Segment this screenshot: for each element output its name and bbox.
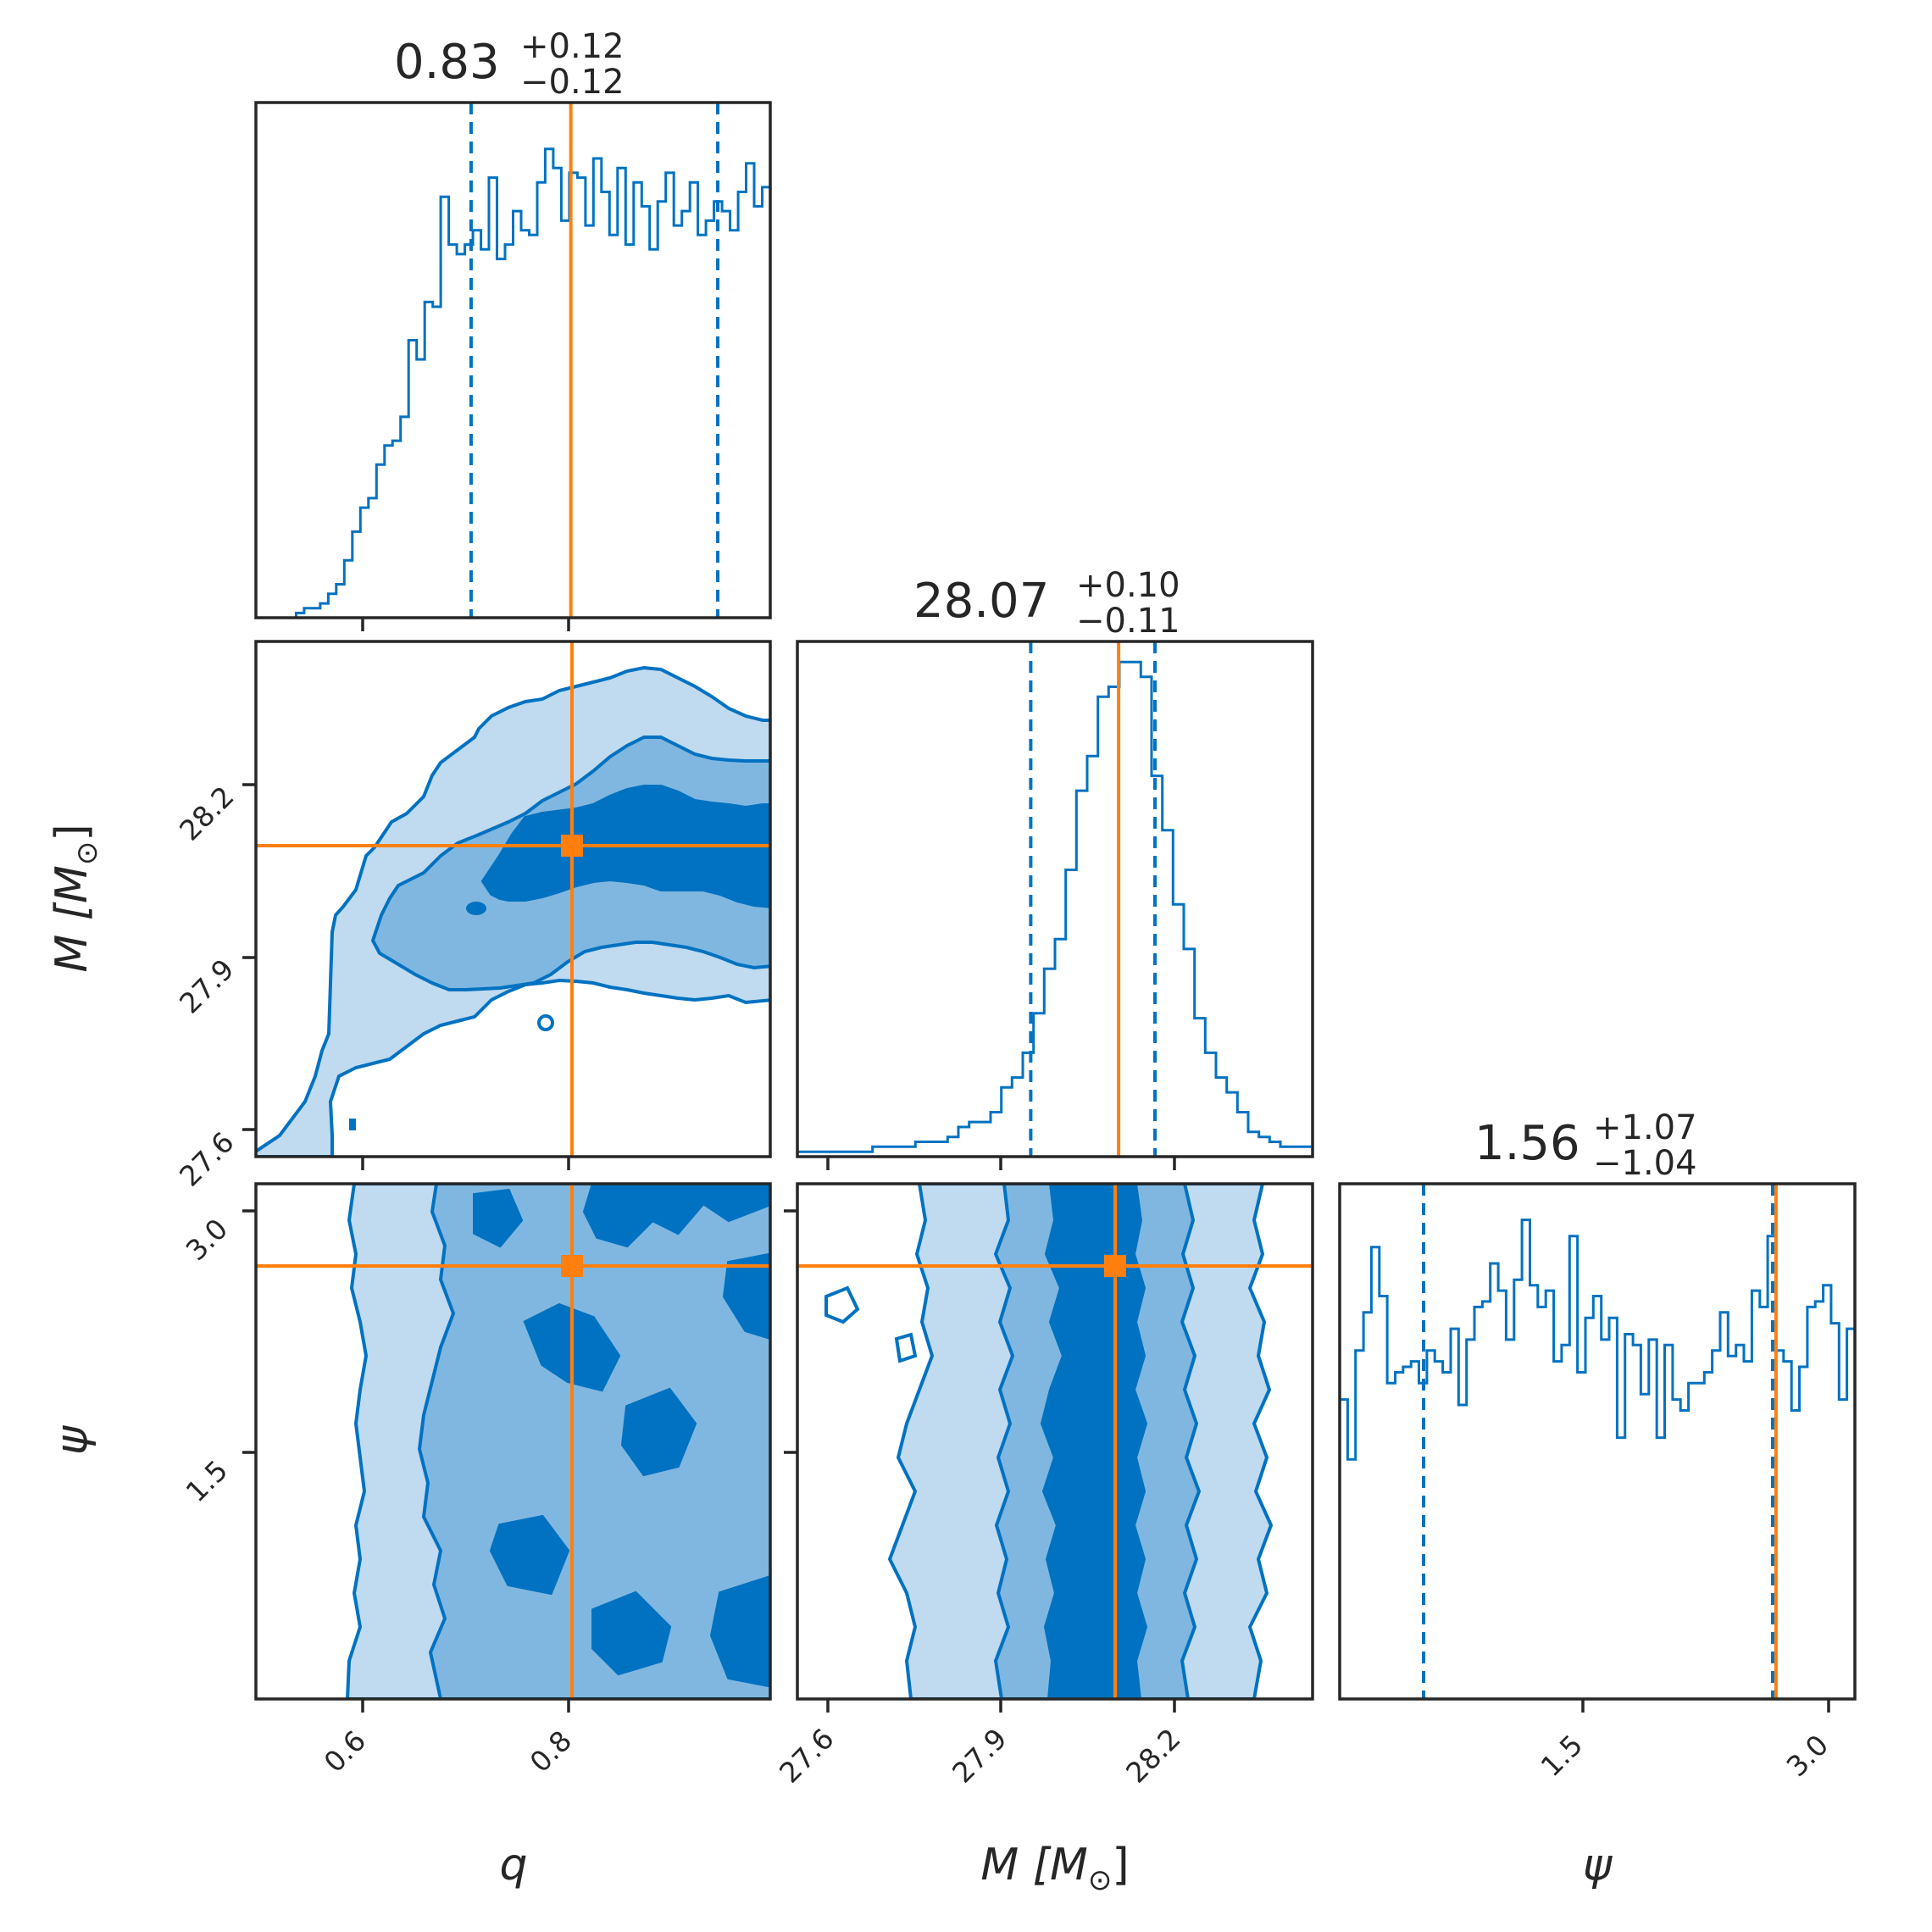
ylabel-M: M [M⊙] — [47, 824, 104, 972]
contour-Mq-island — [466, 902, 486, 915]
panel-Mq-frame — [254, 640, 772, 1158]
title-M: 28.07 — [913, 574, 1049, 629]
psi-xtick-label-1.5: 1.5 — [1535, 1729, 1590, 1784]
panel-psi-vs-q: 3.0 1.5 ψ 0.6 0.8 q — [47, 1182, 772, 1890]
xlabel-psi: ψ — [1583, 1840, 1613, 1890]
panel-psi-frame — [1338, 1182, 1857, 1701]
xlabel-q: q — [499, 1840, 527, 1890]
panel-M-hist: 28.07 +0.10 −0.11 — [796, 566, 1314, 1170]
contour-Mq-island-2 — [537, 1014, 554, 1031]
contour-psiq-1sigma-g — [709, 1574, 770, 1688]
psi-xtick-label-3.0: 3.0 — [1780, 1729, 1835, 1784]
panel-q-hist: 0.83 +0.12 −0.12 — [254, 27, 772, 631]
contour-psiq-1sigma-e — [722, 1252, 770, 1341]
M-xtick-label-27.6: 27.6 — [773, 1722, 841, 1790]
contour-psiq-1sigma-c — [620, 1387, 697, 1477]
M-xtick-label-27.9: 27.9 — [946, 1722, 1013, 1790]
Mq-truth-marker — [561, 835, 583, 857]
panel-M-frame — [796, 640, 1314, 1158]
contour-psiq-1sigma-h — [473, 1188, 524, 1248]
contour-Mq-island-3 — [349, 1119, 356, 1130]
title-psi-minus: −1.04 — [1593, 1144, 1697, 1183]
title-q-minus: −0.12 — [520, 63, 625, 102]
panel-M-vs-q: 28.2 27.9 27.6 M [M⊙] — [47, 640, 772, 1193]
psiq-truth-marker — [561, 1255, 583, 1277]
xlabel-M: M [M⊙] — [980, 1840, 1129, 1897]
title-q-plus: +0.12 — [520, 27, 625, 66]
contour-psiq-1sigma-d — [489, 1514, 570, 1596]
M-xtick-label-28.2: 28.2 — [1119, 1722, 1187, 1790]
contour-psiq-1sigma-a — [582, 1184, 770, 1248]
panel-psi-hist: 1.5 3.0 ψ 1.56 +1.07 −1.04 — [1338, 1108, 1857, 1890]
M-ytick-label-27.6: 27.6 — [173, 1125, 241, 1193]
panel-psiM-frame — [796, 1182, 1314, 1701]
q-xtick-label-0.6: 0.6 — [318, 1724, 373, 1779]
hist-psi-line — [1340, 1219, 1855, 1461]
title-M-plus: +0.10 — [1076, 566, 1180, 605]
contour-psiM-hole-1 — [824, 1285, 860, 1324]
hist-q-line — [256, 147, 770, 619]
title-psi: 1.56 — [1474, 1116, 1580, 1171]
ylabel-psi: ψ — [47, 1424, 97, 1455]
panel-psi-vs-M: 27.6 27.9 28.2 M [M⊙] — [773, 1182, 1314, 1897]
title-q: 0.83 — [394, 35, 500, 90]
hist-M-line — [797, 660, 1313, 1153]
psi-ytick-label-1.5: 1.5 — [180, 1454, 235, 1509]
contour-psiq-1sigma-f — [591, 1591, 672, 1676]
title-psi-plus: +1.07 — [1593, 1108, 1697, 1147]
M-ytick-label-27.9: 27.9 — [173, 952, 241, 1020]
contour-psiM-1sigma — [1040, 1184, 1148, 1699]
psi-ytick-label-3.0: 3.0 — [180, 1213, 235, 1268]
M-ytick-label-28.2: 28.2 — [173, 780, 241, 847]
panel-psiq-frame — [254, 1182, 772, 1701]
q-xtick-label-0.8: 0.8 — [524, 1724, 579, 1779]
contour-psiM-hole-2 — [894, 1332, 918, 1363]
psiM-truth-marker — [1104, 1255, 1126, 1277]
title-M-minus: −0.11 — [1076, 602, 1180, 641]
panel-q-frame — [254, 101, 772, 619]
